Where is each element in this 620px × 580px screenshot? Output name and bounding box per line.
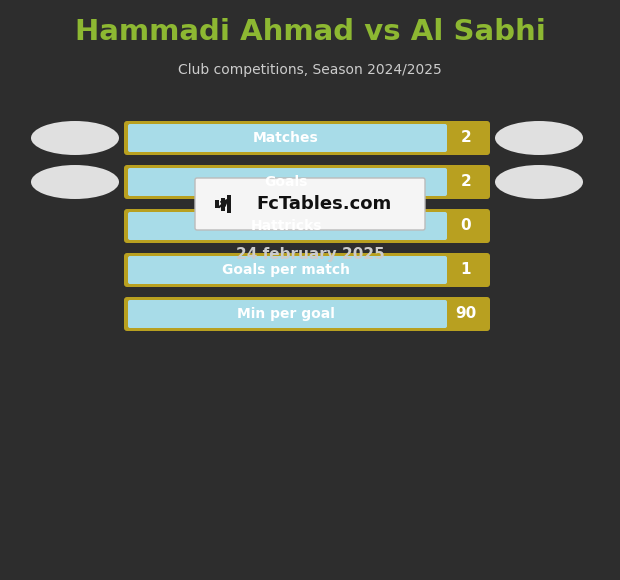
FancyBboxPatch shape [128, 300, 447, 328]
Text: 0: 0 [461, 219, 471, 234]
FancyBboxPatch shape [124, 297, 490, 331]
Text: Min per goal: Min per goal [237, 307, 335, 321]
Text: 90: 90 [455, 306, 477, 321]
FancyBboxPatch shape [128, 168, 447, 196]
Text: Hattricks: Hattricks [250, 219, 322, 233]
FancyBboxPatch shape [227, 195, 231, 213]
Text: 24 february 2025: 24 february 2025 [236, 246, 384, 262]
FancyBboxPatch shape [221, 198, 225, 211]
Text: 2: 2 [461, 175, 471, 190]
Text: Club competitions, Season 2024/2025: Club competitions, Season 2024/2025 [178, 63, 442, 77]
FancyBboxPatch shape [128, 124, 447, 152]
FancyBboxPatch shape [128, 256, 447, 284]
Ellipse shape [31, 165, 119, 199]
Text: 1: 1 [461, 263, 471, 277]
FancyBboxPatch shape [195, 178, 425, 230]
Text: Goals: Goals [264, 175, 308, 189]
Ellipse shape [31, 121, 119, 155]
FancyBboxPatch shape [124, 253, 490, 287]
FancyBboxPatch shape [128, 212, 447, 240]
FancyBboxPatch shape [124, 209, 490, 243]
Ellipse shape [495, 165, 583, 199]
Text: FcTables.com: FcTables.com [257, 195, 392, 213]
Text: Goals per match: Goals per match [222, 263, 350, 277]
Text: 2: 2 [461, 130, 471, 146]
Text: Hammadi Ahmad vs Al Sabhi: Hammadi Ahmad vs Al Sabhi [74, 18, 546, 46]
Ellipse shape [495, 121, 583, 155]
FancyBboxPatch shape [124, 165, 490, 199]
FancyBboxPatch shape [124, 121, 490, 155]
FancyBboxPatch shape [215, 200, 219, 208]
Text: Matches: Matches [253, 131, 319, 145]
